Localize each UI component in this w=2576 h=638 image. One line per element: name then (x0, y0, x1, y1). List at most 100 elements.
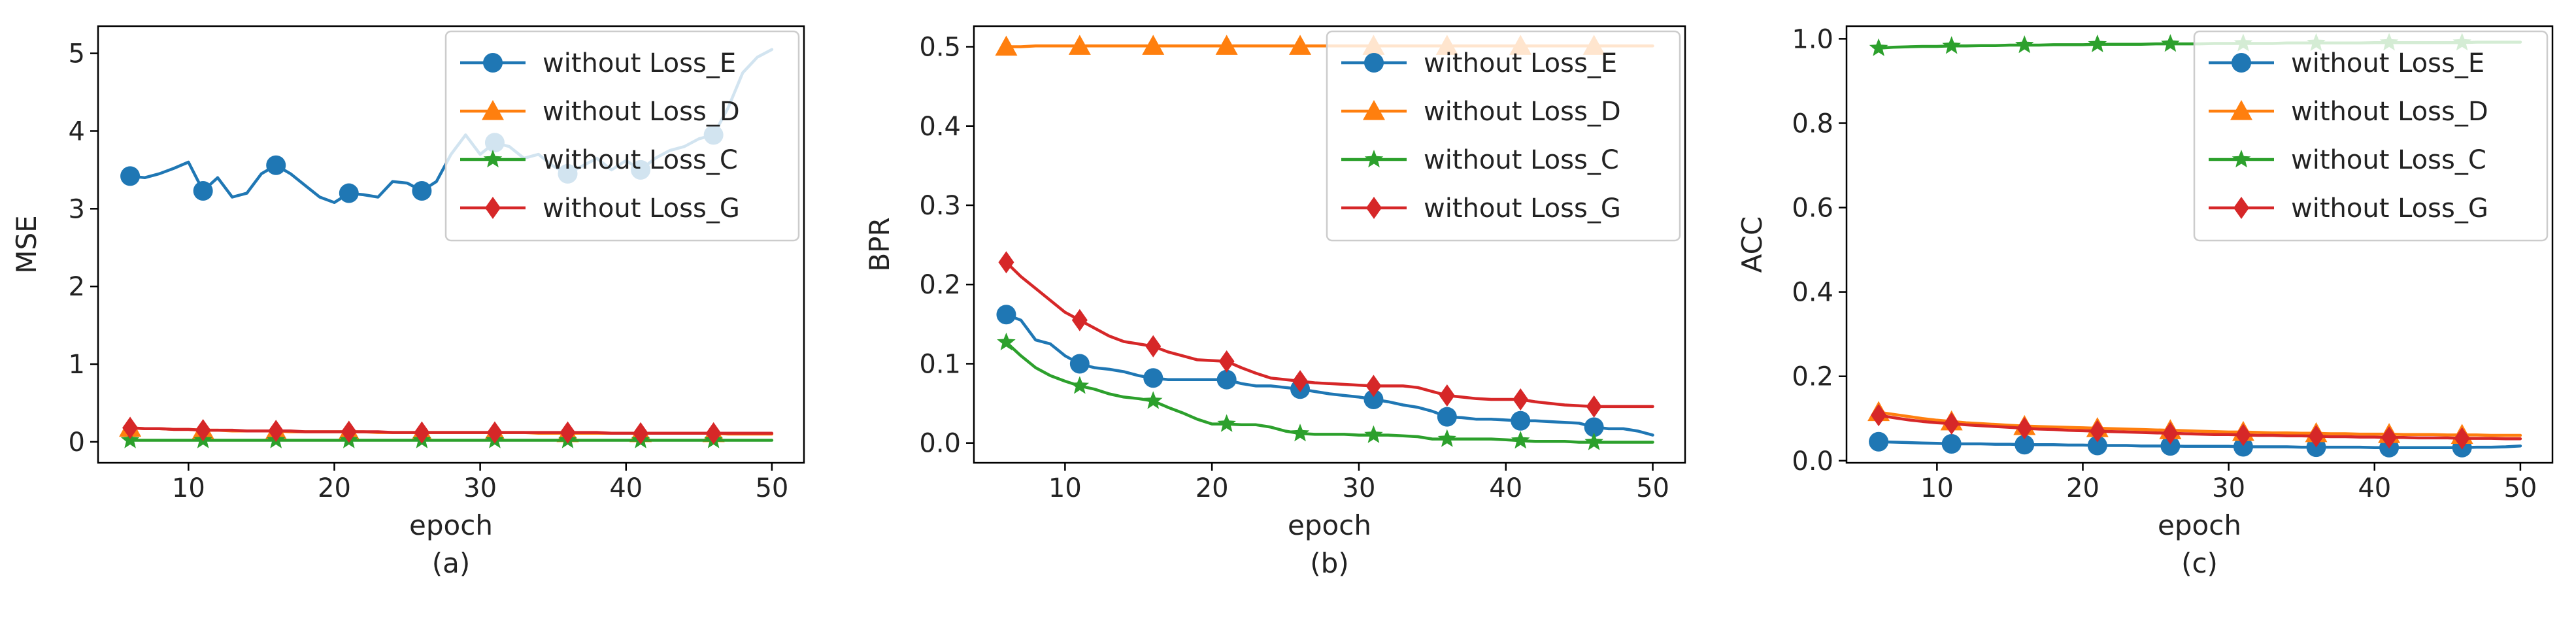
series-4 (998, 251, 1654, 418)
panel-caption: (a) (432, 547, 471, 579)
data-point (1142, 35, 1165, 55)
legend-entry: without Loss_C (2209, 145, 2486, 175)
y-tick-label: 0.0 (1792, 446, 1833, 477)
x-axis-label: epoch (409, 509, 493, 541)
data-point (1364, 425, 1383, 443)
y-tick-label: 0.4 (919, 112, 961, 142)
x-tick-label: 20 (2066, 473, 2099, 503)
axes-frame (1845, 25, 2554, 464)
data-point (195, 419, 211, 442)
y-tick-label: 0.8 (1792, 109, 1833, 139)
series-line (128, 426, 774, 435)
legend-label: without Loss_D (1424, 97, 1621, 127)
data-point (1290, 424, 1310, 442)
legend-marker (482, 100, 504, 120)
legend-marker (485, 197, 501, 219)
data-point (193, 180, 213, 201)
data-point (1942, 36, 1961, 54)
data-point (122, 416, 139, 439)
data-point (1437, 429, 1457, 447)
data-point (1513, 388, 1529, 411)
data-point (998, 251, 1014, 274)
legend-entry: without Loss_D (2209, 97, 2488, 127)
data-point (1439, 384, 1455, 407)
data-point (2381, 426, 2398, 449)
y-tick-label: 0.5 (919, 33, 961, 63)
data-point (560, 421, 576, 444)
data-point (486, 421, 503, 444)
legend-marker (2230, 100, 2252, 120)
x-tick-label: 30 (463, 473, 497, 503)
data-point (2308, 425, 2324, 448)
legend-entry: without Loss_G (1341, 193, 1621, 224)
data-point (1943, 412, 1960, 435)
x-tick-label: 40 (609, 473, 643, 503)
y-tick-label: 0 (69, 428, 85, 458)
legend-label: without Loss_D (2291, 97, 2488, 127)
x-tick-label: 10 (1920, 473, 1954, 503)
data-point (2016, 417, 2033, 440)
data-point (2088, 34, 2107, 52)
data-point (2235, 424, 2251, 446)
data-point (2087, 435, 2107, 456)
data-point (1217, 414, 1236, 432)
y-tick-label: 0.1 (919, 349, 961, 379)
y-tick-label: 5 (69, 39, 85, 69)
data-point (1289, 35, 1312, 55)
data-point (1437, 407, 1457, 427)
legend-label: without Loss_E (543, 48, 736, 78)
data-point (412, 180, 432, 201)
legend-entry: without Loss_E (2209, 48, 2484, 78)
legend-label: without Loss_G (2291, 193, 2488, 224)
data-point (339, 183, 359, 203)
legend-marker (1364, 150, 1384, 168)
y-tick-label: 0.6 (1792, 193, 1833, 224)
legend-label: without Loss_C (2291, 145, 2486, 175)
legend-label: without Loss_C (543, 145, 738, 175)
data-point (1292, 370, 1309, 393)
legend-entry: without Loss_D (1341, 97, 1621, 127)
y-axis-label: BPR (863, 217, 895, 271)
legend-entry: without Loss_G (460, 193, 740, 224)
data-point (266, 155, 286, 175)
legend-label: without Loss_D (543, 97, 740, 127)
legend-entry: without Loss_E (460, 48, 736, 78)
series-4 (1871, 404, 2522, 450)
series-line (1877, 411, 2522, 437)
series-3 (997, 332, 1654, 450)
data-point (996, 305, 1016, 325)
x-axis-label: epoch (2158, 509, 2241, 541)
y-tick-label: 0.0 (919, 429, 961, 459)
data-point (2233, 437, 2253, 457)
data-point (1869, 431, 1889, 452)
legend-marker (1363, 100, 1385, 120)
series-line (1877, 413, 2522, 441)
data-point (1145, 335, 1162, 358)
x-tick-label: 50 (2503, 473, 2537, 503)
x-tick-label: 30 (1343, 473, 1376, 503)
data-point (1363, 390, 1384, 410)
x-tick-label: 50 (1636, 473, 1669, 503)
legend-label: without Loss_G (1424, 193, 1621, 224)
data-point (1144, 391, 1163, 409)
x-tick-label: 40 (1489, 473, 1522, 503)
data-point (120, 166, 141, 186)
data-point (2160, 436, 2181, 456)
x-tick-label: 10 (172, 473, 205, 503)
y-tick-label: 2 (69, 272, 85, 302)
y-tick-label: 0.2 (1792, 362, 1833, 392)
data-point (1941, 433, 1962, 454)
legend-marker (2232, 53, 2251, 73)
data-point (120, 430, 140, 448)
data-point (341, 420, 357, 443)
series-line (1005, 313, 1654, 437)
series-1 (996, 305, 1654, 437)
data-point (1068, 35, 1091, 55)
legend-entry: without Loss_E (1341, 48, 1617, 78)
data-point (1584, 417, 1604, 437)
x-tick-label: 20 (1196, 473, 1229, 503)
y-tick-label: 0.4 (1792, 278, 1833, 308)
